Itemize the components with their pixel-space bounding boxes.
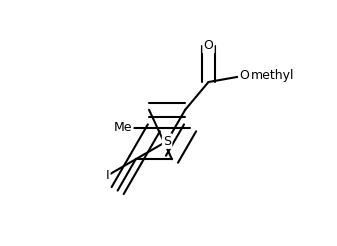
Text: I: I (106, 169, 109, 182)
Text: methyl: methyl (251, 69, 295, 82)
Text: S: S (163, 135, 171, 148)
Text: Me: Me (114, 121, 132, 134)
Text: O: O (204, 39, 213, 52)
Text: O: O (239, 69, 249, 82)
